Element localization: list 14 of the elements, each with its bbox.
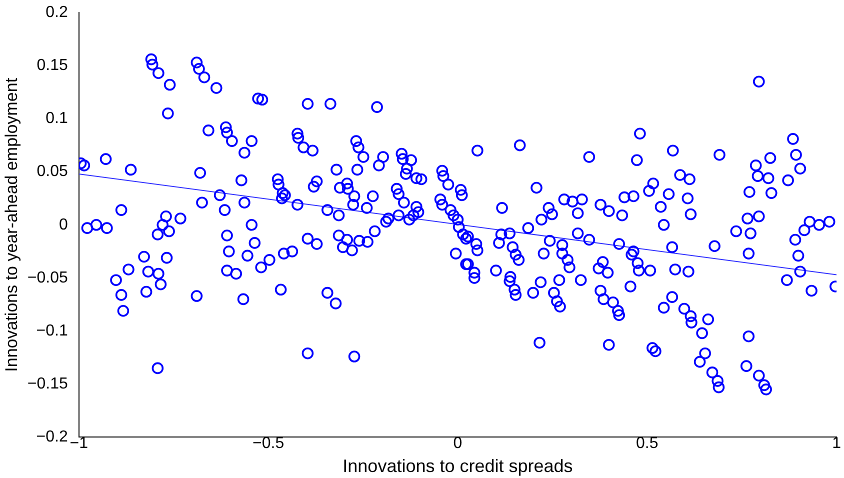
y-tick-label: 0.15 xyxy=(36,57,68,74)
y-tick-label: 0.1 xyxy=(46,110,68,128)
y-tick-label: −0.15 xyxy=(27,376,68,393)
y-tick-label: 0.05 xyxy=(36,163,68,180)
y-axis-title: Innovations to year-ahead employment xyxy=(2,78,21,372)
y-tick-label: 0.2 xyxy=(46,4,68,22)
x-tick-label: 1 xyxy=(832,435,842,452)
x-tick-label: 0 xyxy=(453,435,462,452)
y-tick-label: −0.1 xyxy=(36,322,68,340)
y-tick-label: −0.2 xyxy=(36,428,68,446)
x-tick-label: −1 xyxy=(70,435,88,452)
y-tick-label: −0.05 xyxy=(27,269,68,286)
y-tick-label: 0 xyxy=(58,216,68,234)
x-axis-title: Innovations to credit spreads xyxy=(342,456,573,476)
